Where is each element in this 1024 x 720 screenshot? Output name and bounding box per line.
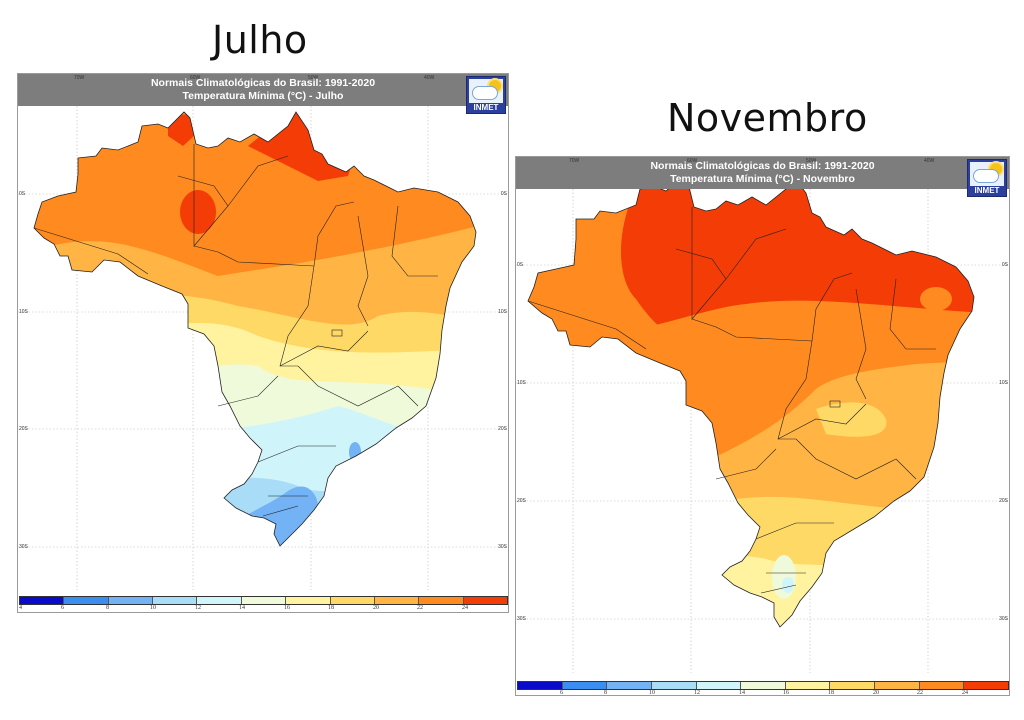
- map-title-line1: Normais Climatológicas do Brasil: 1991-2…: [650, 160, 875, 172]
- lon-label: 60W: [190, 75, 201, 81]
- lat-label: 10S: [498, 309, 507, 315]
- lat-label: 20S: [999, 498, 1008, 504]
- state-borders: [33, 144, 438, 517]
- inmet-logo: INMET: [466, 76, 506, 114]
- colorbar-novembro: [517, 681, 1009, 690]
- lon-label: 50W: [308, 75, 319, 81]
- lat-label: 0S: [517, 262, 524, 268]
- brazil-border: [527, 189, 975, 628]
- lon-label: 40W: [424, 75, 435, 81]
- heading-julho: Julho: [212, 18, 308, 62]
- map-title-line1: Normais Climatológicas do Brasil: 1991-2…: [150, 77, 376, 89]
- lat-label: 0S: [19, 191, 26, 197]
- colorbar-ticks-julho: 4 6 8 10 12 14 16 18 20 22 24: [19, 605, 468, 611]
- colorbar-julho: [19, 596, 508, 605]
- cloud-icon: [472, 86, 498, 100]
- map-panel-novembro: Normais Climatológicas do Brasil: 1991-2…: [515, 156, 1010, 696]
- map-title-line2: Temperatura Mínima (°C) - Julho: [182, 90, 344, 102]
- lat-label: 10S: [19, 309, 28, 315]
- lat-label: 20S: [498, 426, 507, 432]
- lon-label: 60W: [687, 158, 698, 164]
- brazil-map-novembro: [516, 189, 1009, 673]
- lon-label: 70W: [569, 158, 580, 164]
- state-borders: [527, 207, 936, 594]
- map-title-line2: Temperatura Mínima (°C) - Novembro: [670, 173, 855, 185]
- lat-label: 0S: [1001, 262, 1008, 268]
- lat-label: 20S: [517, 498, 526, 504]
- lat-label: 30S: [999, 616, 1008, 622]
- cloud-icon: [973, 169, 999, 183]
- lon-label: 50W: [806, 158, 817, 164]
- lat-label: 20S: [19, 426, 28, 432]
- heading-novembro: Novembro: [667, 96, 868, 140]
- lat-label: 30S: [517, 616, 526, 622]
- lat-label: 30S: [19, 544, 28, 550]
- map-title-novembro: Normais Climatológicas do Brasil: 1991-2…: [516, 157, 1009, 189]
- lat-label: 10S: [999, 380, 1008, 386]
- lat-label: 0S: [500, 191, 507, 197]
- brazil-map-julho: [18, 106, 508, 590]
- lat-label: 10S: [517, 380, 526, 386]
- colorbar-ticks-novembro: 6 8 10 12 14 16 18 20 22 24: [560, 690, 968, 696]
- map-panel-julho: Normais Climatológicas do Brasil: 1991-2…: [17, 73, 509, 613]
- lat-label: 30S: [498, 544, 507, 550]
- map-title-julho: Normais Climatológicas do Brasil: 1991-2…: [18, 74, 508, 106]
- lon-label: 40W: [924, 158, 935, 164]
- inmet-logo: INMET: [967, 159, 1007, 197]
- brazil-border: [33, 111, 477, 547]
- lon-label: 70W: [74, 75, 85, 81]
